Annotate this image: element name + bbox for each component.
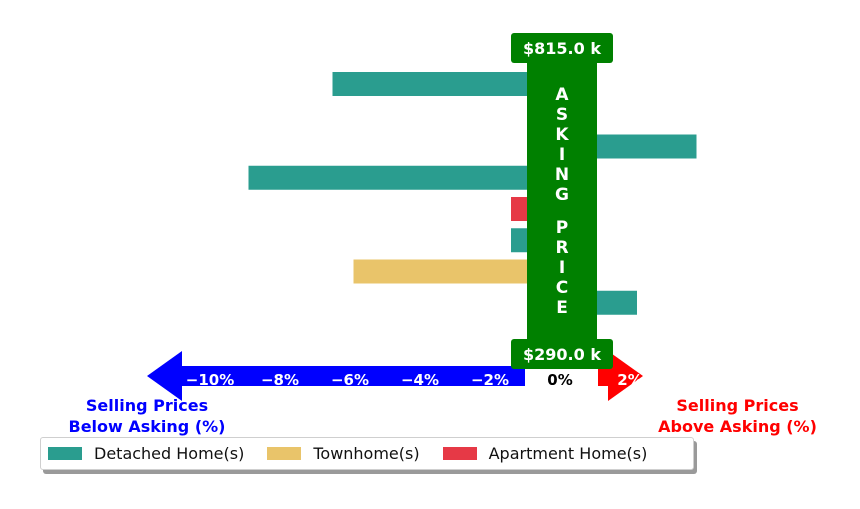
bar — [332, 72, 560, 96]
legend-label: Detached Home(s) — [94, 444, 245, 463]
asking-price-band — [527, 57, 597, 342]
top-price-label: $815.0 k — [523, 39, 601, 58]
x-tick-label: −6% — [331, 371, 369, 389]
bottom-price-label: $290.0 k — [523, 345, 601, 364]
bottom-price-label-box — [511, 339, 613, 369]
asking-price-letter: I — [559, 258, 565, 278]
legend: Detached Home(s) Townhome(s) Apartment Hom… — [40, 437, 694, 470]
legend-swatch — [442, 447, 477, 460]
x-tick-label: −2% — [471, 371, 509, 389]
x-tick-label: −4% — [401, 371, 439, 389]
top-price-label-box — [511, 33, 613, 63]
bar — [248, 165, 560, 190]
legend-swatch — [48, 447, 82, 460]
asking-price-letter: A — [555, 85, 569, 105]
asking-price-letter: C — [556, 278, 568, 298]
legend-label: Apartment Home(s) — [488, 444, 648, 463]
asking-price-letter: S — [556, 105, 568, 125]
legend-item: Townhome(s) — [267, 444, 420, 463]
legend-item: Apartment Home(s) — [442, 444, 648, 463]
legend-swatch — [267, 447, 302, 460]
asking-price-letter: N — [555, 165, 569, 185]
below-asking-label: Selling Prices Below Asking (%) — [68, 396, 226, 436]
above-asking-label: Selling Prices Above Asking (%) — [658, 396, 817, 436]
asking-price-letter: I — [559, 145, 565, 165]
asking-price-letter: R — [555, 238, 568, 258]
x-tick-label: −8% — [261, 371, 299, 389]
legend-item: Detached Home(s) — [48, 444, 244, 463]
bar — [353, 259, 560, 284]
asking-price-letter: G — [555, 185, 569, 205]
x-tick-label: −10% — [186, 371, 234, 389]
asking-price-letter: P — [556, 218, 568, 238]
x-tick-label: 2% — [617, 371, 642, 389]
legend-label: Townhome(s) — [313, 444, 420, 463]
x-tick-label: 0% — [547, 371, 572, 389]
asking-price-letter: K — [555, 125, 569, 145]
asking-price-letter: E — [556, 298, 568, 318]
below-asking-arrow — [147, 351, 525, 401]
